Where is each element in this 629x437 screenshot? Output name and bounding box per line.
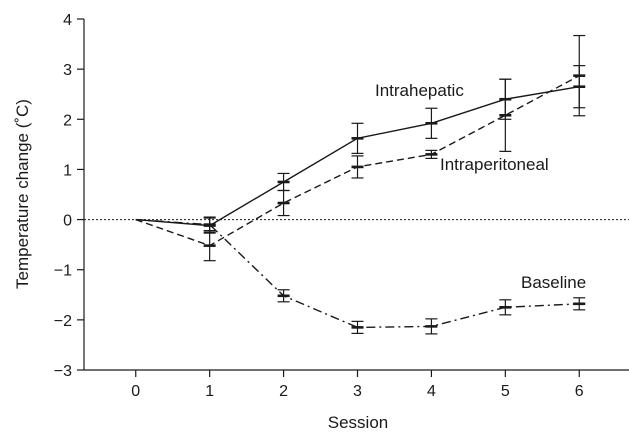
x-tick-label: 0: [131, 383, 140, 400]
error-bar-intraperitoneal: [425, 149, 438, 159]
error-bar-intraperitoneal: [277, 189, 290, 217]
y-tick-label: 0: [63, 213, 72, 230]
error-bar-baseline: [277, 289, 290, 303]
error-bar-intrahepatic: [425, 107, 438, 139]
x-tick-label: 3: [353, 383, 362, 400]
series-label-intraperitoneal: Intraperitoneal: [440, 155, 549, 174]
series-label-intrahepatic: Intrahepatic: [375, 81, 464, 100]
error-bar-baseline: [425, 318, 438, 335]
x-tick-label: 2: [279, 383, 288, 400]
y-tick-label: 3: [63, 62, 72, 79]
series-label-baseline: Baseline: [521, 273, 586, 292]
y-tick-label: 1: [63, 162, 72, 179]
error-bar-intraperitoneal: [203, 230, 216, 262]
y-tick-label: −3: [54, 363, 72, 380]
error-bar-intrahepatic: [351, 122, 364, 154]
x-tick-label: 4: [427, 383, 436, 400]
y-tick-label: 4: [63, 12, 72, 29]
series-group: [135, 34, 586, 335]
error-bar-baseline: [203, 216, 216, 233]
error-bar-intraperitoneal: [573, 34, 586, 117]
y-tick-label: −1: [54, 263, 72, 280]
error-bar-baseline: [573, 297, 586, 311]
x-tick-label: 1: [205, 383, 214, 400]
error-bar-intraperitoneal: [351, 155, 364, 179]
error-bar-baseline: [351, 320, 364, 334]
x-tick-label: 6: [575, 383, 584, 400]
y-tick-label: −2: [54, 313, 72, 330]
x-axis-title: Session: [328, 413, 388, 432]
error-bar-baseline: [499, 299, 512, 316]
error-bar-intraperitoneal: [499, 78, 512, 152]
series-line-baseline: [135, 218, 580, 329]
y-axis-title: Temperature change (˚C): [13, 99, 32, 289]
y-tick-label: 2: [63, 112, 72, 129]
x-tick-label: 5: [501, 383, 510, 400]
tick-labels: −3 −2 −1 0 1 2 3 4 0 1 2 3 4 5 6: [54, 12, 584, 400]
error-bar-intrahepatic: [277, 172, 290, 192]
axes: [77, 18, 629, 377]
